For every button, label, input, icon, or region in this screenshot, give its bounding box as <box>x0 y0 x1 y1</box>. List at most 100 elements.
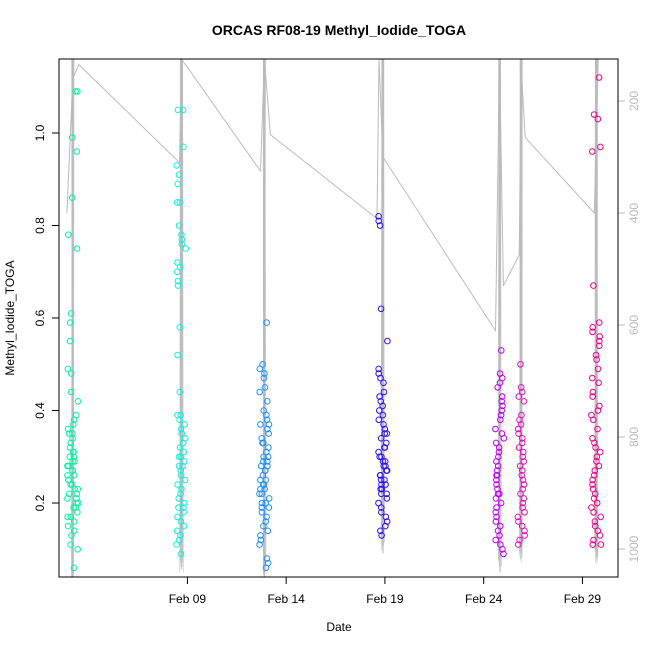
data-point <box>180 448 188 456</box>
data-point <box>258 490 266 498</box>
data-point <box>594 425 601 433</box>
data-point <box>73 490 81 498</box>
data-point <box>379 402 387 410</box>
data-point <box>498 393 506 400</box>
data-point <box>590 509 597 516</box>
secondary-tick-label: 400 <box>627 203 641 223</box>
data-point <box>180 504 187 511</box>
data-point <box>493 513 500 521</box>
profile-line <box>595 58 597 553</box>
data-point <box>493 481 500 488</box>
data-point <box>593 499 601 507</box>
data-point <box>515 518 522 525</box>
data-point <box>377 374 384 382</box>
data-point <box>515 430 522 437</box>
data-point <box>495 444 503 451</box>
data-point <box>596 532 604 539</box>
data-point <box>589 324 597 331</box>
secondary-tick-label: 200 <box>627 91 641 111</box>
data-point <box>382 522 389 530</box>
data-point <box>590 472 598 479</box>
data-point <box>70 518 78 525</box>
data-point <box>257 532 264 539</box>
data-point <box>180 499 188 507</box>
secondary-tick-label: 1000 <box>627 535 641 562</box>
data-point <box>377 527 384 535</box>
data-point <box>492 536 500 544</box>
data-point <box>67 513 75 521</box>
data-point <box>492 495 500 502</box>
data-point <box>375 365 382 373</box>
data-point <box>257 536 265 544</box>
data-point <box>514 425 522 433</box>
data-point <box>593 356 600 363</box>
data-point <box>178 231 185 238</box>
data-point <box>596 448 604 456</box>
data-point <box>520 495 528 502</box>
data-point <box>594 407 602 414</box>
data-point <box>597 513 605 521</box>
data-point <box>180 509 187 516</box>
data-point <box>376 222 384 229</box>
data-point <box>596 333 604 340</box>
data-point <box>377 435 385 442</box>
data-point <box>495 448 503 456</box>
data-point <box>518 472 526 479</box>
data-point <box>383 495 391 502</box>
y-axis-label: Methyl_Iodide_TOGA <box>3 260 17 375</box>
data-point <box>517 361 524 368</box>
data-point <box>181 476 189 484</box>
data-point <box>516 416 523 424</box>
data-point <box>257 476 264 484</box>
data-point <box>498 398 506 405</box>
data-point <box>514 541 522 548</box>
data-point <box>66 319 74 326</box>
data-point <box>590 282 597 289</box>
data-point <box>261 384 269 391</box>
data-point <box>497 416 504 424</box>
data-point <box>593 453 601 461</box>
data-point <box>177 532 184 539</box>
data-point <box>258 499 266 507</box>
data-point <box>262 499 269 507</box>
y-tick-label: 0.2 <box>33 494 47 511</box>
data-point <box>589 481 596 488</box>
data-point <box>180 106 187 114</box>
data-point <box>174 282 182 289</box>
data-point <box>380 421 387 428</box>
y-tick-label: 0.4 <box>33 402 47 419</box>
data-point <box>492 518 500 525</box>
data-point <box>590 536 597 544</box>
data-point <box>515 444 523 451</box>
data-point <box>70 421 77 428</box>
data-point <box>177 550 185 558</box>
data-point <box>596 402 603 410</box>
data-point <box>376 393 383 400</box>
data-point <box>174 106 182 114</box>
data-point <box>173 541 180 548</box>
data-point <box>257 462 265 470</box>
data-point <box>64 472 71 479</box>
data-points <box>64 74 605 572</box>
data-point <box>70 504 77 511</box>
data-point <box>74 546 81 553</box>
x-tick-label: Feb 24 <box>465 592 503 606</box>
data-point <box>176 324 184 331</box>
data-point <box>259 361 266 368</box>
data-point <box>174 180 181 188</box>
data-point <box>382 481 389 488</box>
data-point <box>498 407 506 414</box>
data-point <box>517 421 525 428</box>
data-point <box>383 467 390 474</box>
data-point <box>257 485 264 493</box>
data-point <box>591 467 599 474</box>
data-point <box>70 527 78 535</box>
data-point <box>589 541 597 548</box>
data-point <box>592 490 599 498</box>
data-point <box>492 509 500 516</box>
data-point <box>596 342 603 350</box>
data-point <box>179 439 187 447</box>
data-point <box>69 430 76 437</box>
profile-line <box>264 58 266 578</box>
